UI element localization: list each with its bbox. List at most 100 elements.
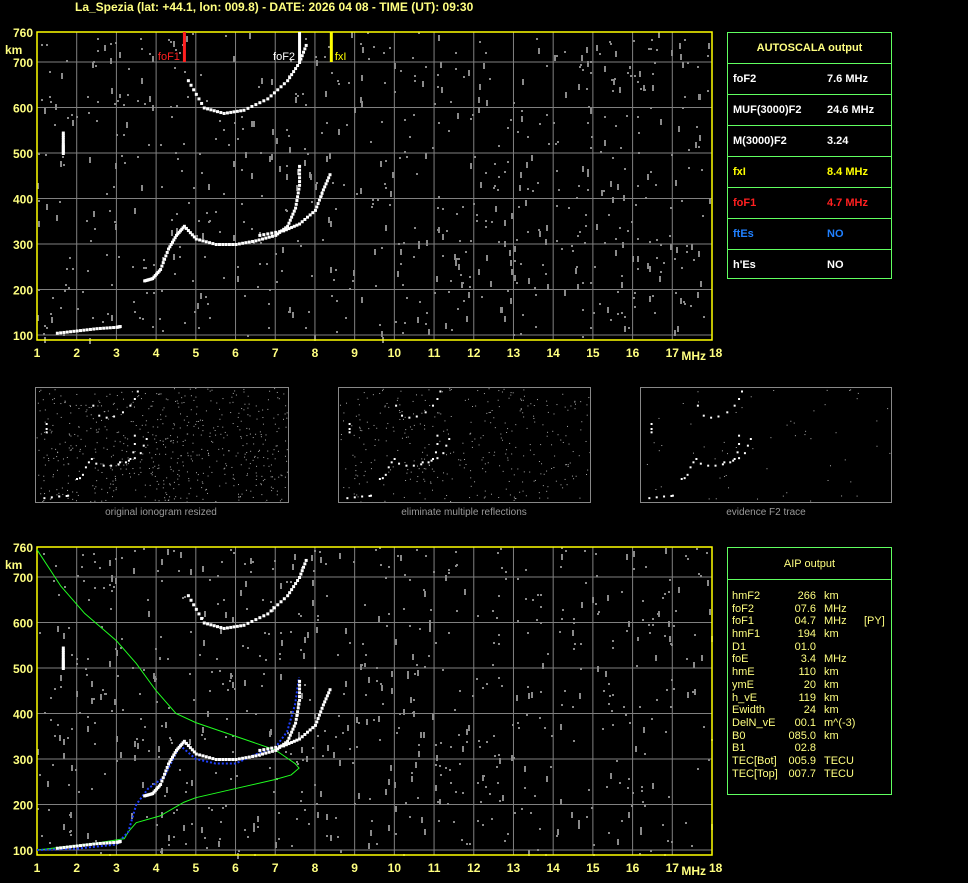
noise-dot [39,410,41,412]
trace-dot [408,416,411,419]
trace-dot [282,229,286,233]
noise-dot [252,459,254,461]
noise-dot [104,426,106,428]
noise-dot [542,424,544,426]
noise-dot [644,753,646,755]
noise-dot [94,587,96,589]
trace-dot [288,76,292,80]
trace-dot [313,723,317,727]
trace-dot [381,477,384,480]
autoscala-row: M(3000)F2 3.24 [728,125,891,156]
noise-dot [382,390,384,392]
noise-dot [501,685,503,687]
trace-dot [290,225,294,229]
noise-dot [64,290,66,292]
trace-dot [313,208,317,212]
noise-dot [226,434,228,436]
noise-dot [286,129,288,131]
noise-dot [224,467,226,469]
aip-cell: TECU [824,754,854,767]
noise-dot [533,454,535,456]
noise-dot [463,300,465,302]
noise-dot [500,307,502,313]
noise-dot [166,787,168,793]
noise-dot [97,38,99,40]
noise-dot [556,205,558,207]
noise-dot [196,235,198,237]
aip-cell: km [824,590,839,602]
noise-dot [387,423,389,425]
noise-dot [164,795,166,797]
noise-dot [719,477,721,479]
noise-dot [330,835,332,841]
trace-dot [124,461,127,464]
noise-dot [127,445,129,447]
noise-dot [706,552,708,554]
trace-dot [244,241,248,245]
noise-dot [211,671,213,673]
noise-dot [207,475,209,477]
noise-dot [526,162,528,168]
noise-dot [139,693,141,695]
noise-dot [585,214,587,216]
noise-dot [415,762,417,768]
trace-dot [173,751,177,755]
noise-dot [268,465,270,467]
noise-dot [60,675,62,681]
trace-dot [276,88,280,92]
noise-dot [170,457,172,459]
noise-dot [238,412,240,414]
noise-dot [147,444,149,446]
noise-dot [116,736,118,742]
noise-dot [161,725,163,727]
noise-dot [536,619,538,621]
noise-dot [76,663,78,665]
noise-dot [251,228,253,230]
trace-dot [58,495,61,498]
trace-dot [164,769,168,773]
noise-dot [292,564,294,570]
noise-dot [498,241,500,243]
noise-dot [502,470,504,472]
y-tick-label: 760 [13,26,33,40]
noise-dot [176,400,178,402]
aip-cell: 02.8 [794,742,816,755]
noise-dot [389,204,391,206]
trace-dot [393,458,396,460]
noise-dot [586,414,588,416]
noise-dot [295,93,297,95]
y-tick-label: 600 [13,102,33,116]
noise-dot [49,393,51,395]
noise-dot [477,390,479,392]
noise-dot [212,441,214,443]
noise-dot [115,224,117,230]
noise-dot [581,55,583,61]
noise-dot [517,578,519,580]
noise-dot [525,598,527,600]
noise-dot [403,608,405,610]
noise-dot [497,552,499,554]
noise-dot [413,413,415,415]
noise-dot [68,784,70,786]
noise-dot [160,418,162,420]
trace-dot [180,227,184,231]
noise-dot [188,493,190,495]
noise-dot [70,834,72,836]
noise-dot [110,58,112,64]
noise-dot [349,288,351,290]
trace-dot [247,240,251,244]
noise-dot [70,449,72,451]
noise-dot [522,314,524,316]
noise-dot [598,611,600,613]
noise-dot [125,468,127,470]
noise-dot [232,682,234,688]
noise-dot [63,633,65,639]
noise-dot [453,451,455,453]
trace-dot [280,229,284,233]
noise-dot [514,260,516,262]
noise-dot [178,484,180,486]
noise-dot [507,457,509,459]
noise-dot [687,62,689,64]
noise-dot [300,615,302,617]
trace-dot [176,232,180,236]
